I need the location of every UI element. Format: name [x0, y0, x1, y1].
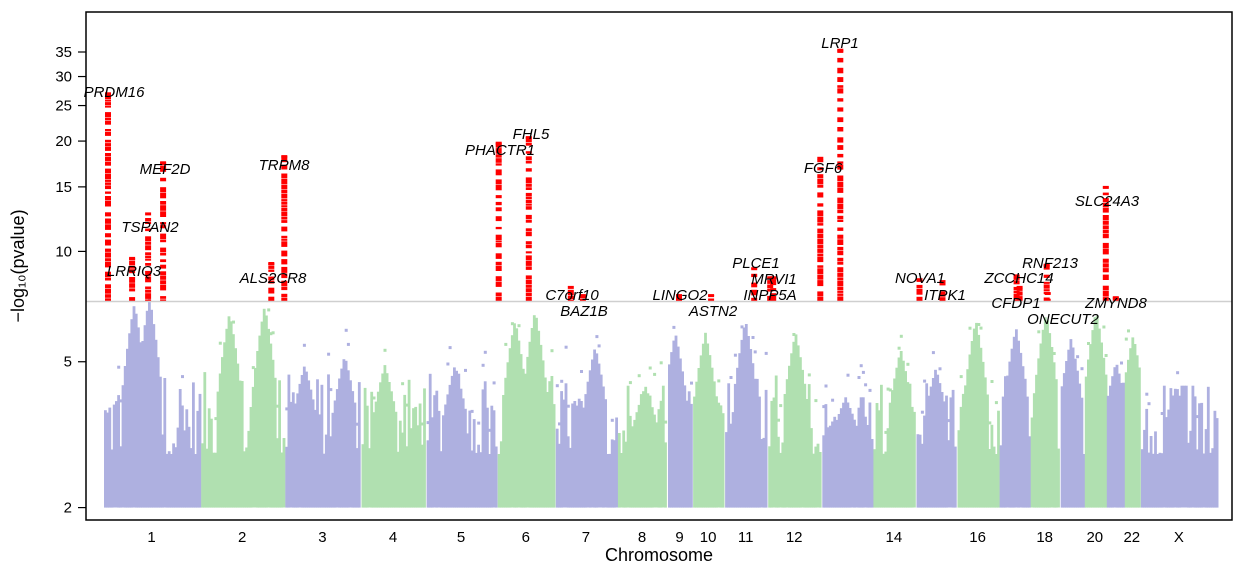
chromosome-8-points: [618, 361, 667, 507]
y-tick-label-20: 20: [55, 133, 72, 150]
x-tick-label-6: 6: [522, 529, 530, 546]
hit-fgf6: [817, 157, 823, 302]
gene-label-astn2: ASTN2: [688, 303, 738, 320]
x-tick-label-16: 16: [969, 529, 986, 546]
x-tick-label-4: 4: [389, 529, 397, 546]
x-axis-title: Chromosome: [605, 545, 713, 565]
chromosome-17-points: [1000, 329, 1031, 507]
chromosome-19-points: [1061, 339, 1086, 508]
gene-label-zcchc14: ZCCHC14: [983, 270, 1053, 287]
chromosome-15-points: [917, 351, 957, 508]
y-axis-title: −log₁₀(pvalue): [8, 209, 28, 322]
hit-phactr1: [496, 142, 502, 302]
y-tick-label-25: 25: [55, 98, 72, 115]
gene-label-fhl5: FHL5: [513, 126, 550, 143]
hit-fhl5: [526, 136, 532, 301]
gene-label-onecut2: ONECUT2: [1027, 311, 1099, 328]
gene-label-als2cr8: ALS2CR8: [239, 270, 307, 287]
points-layer: [104, 298, 1219, 508]
chromosome-20-points: [1085, 316, 1108, 508]
gene-label-cfdp1: CFDP1: [991, 295, 1040, 312]
y-tick-label-5: 5: [64, 354, 72, 371]
hits-layer: [105, 49, 1119, 302]
chromosome-13-points: [822, 364, 873, 507]
gene-label-nova1: NOVA1: [895, 270, 945, 287]
x-tick-label-9: 9: [675, 529, 683, 546]
gene-label-lrp1: LRP1: [821, 35, 859, 52]
chromosome-1-points: [104, 298, 201, 508]
chromosome-9-points: [668, 326, 693, 508]
y-tick-label-10: 10: [55, 243, 72, 260]
gene-label-mrvi1: MRVI1: [751, 271, 797, 288]
chromosome-4-points: [362, 349, 426, 508]
x-tick-label-11: 11: [738, 529, 754, 546]
y-tick-label-35: 35: [55, 44, 72, 61]
chromosome-3-points: [285, 329, 360, 508]
gene-label-fgf6: FGF6: [804, 160, 843, 177]
hit-astn2: [708, 294, 714, 301]
x-tick-label-7: 7: [582, 529, 590, 546]
x-tick-label-12: 12: [786, 529, 803, 546]
gene-label-phactr1: PHACTR1: [465, 142, 535, 159]
chromosome-11-points: [725, 324, 768, 508]
x-tick-label-5: 5: [457, 529, 465, 546]
x-tick-label-18: 18: [1036, 529, 1053, 546]
x-tick-label-10: 10: [700, 529, 717, 546]
x-tick-label-X: X: [1174, 529, 1184, 546]
chromosome-7-points: [556, 335, 618, 508]
y-tick-label-15: 15: [55, 179, 72, 196]
x-tick-label-20: 20: [1086, 529, 1103, 546]
chromosome-5-points: [427, 346, 498, 508]
x-tick-label-14: 14: [886, 529, 903, 546]
x-tick-label-2: 2: [238, 529, 246, 546]
x-tick-label-1: 1: [147, 529, 155, 546]
gene-label-prdm16: PRDM16: [84, 84, 146, 101]
x-tick-label-22: 22: [1123, 529, 1140, 546]
gene-label-plce1: PLCE1: [732, 255, 780, 272]
gene-label-tspan2: TSPAN2: [121, 219, 179, 236]
chromosome-12-points: [768, 333, 821, 508]
chromosome-18-points: [1031, 317, 1060, 507]
gene-label-c7orf10: C7orf10: [545, 287, 599, 304]
gene-label-lingo2: LINGO2: [652, 287, 708, 304]
hit-onecut2: [1045, 292, 1051, 302]
chromosome-2-points: [201, 308, 285, 507]
chromosome-22-points: [1125, 329, 1141, 507]
gene-label-baz1b: BAZ1B: [560, 303, 608, 320]
chromosome-10-points: [693, 333, 724, 508]
gene-label-slc24a3: SLC24A3: [1075, 193, 1140, 210]
gene-label-rnf213: RNF213: [1022, 255, 1079, 272]
gene-label-lrriq3: LRRIQ3: [107, 263, 162, 280]
gene-label-trpm8: TRPM8: [259, 157, 310, 174]
chromosome-21-points: [1107, 362, 1125, 508]
x-tick-label-3: 3: [318, 529, 326, 546]
gene-labels: PRDM16 LRRIQ3 TSPAN2 MEF2D ALS2CR8 TRPM8 PHACT…: [84, 35, 1148, 328]
chromosome-X-points: [1141, 371, 1219, 507]
y-tick-label-30: 30: [55, 69, 72, 86]
gene-label-itpk1: ITPK1: [924, 287, 966, 304]
chromosome-14-points: [873, 335, 915, 508]
gene-label-zmynd8: ZMYND8: [1084, 295, 1147, 312]
gene-label-mef2d: MEF2D: [140, 161, 191, 178]
chromosome-16-points: [958, 323, 1000, 508]
chromosome-6-points: [498, 315, 556, 507]
y-tick-label-2: 2: [64, 500, 72, 517]
x-tick-label-8: 8: [638, 529, 646, 546]
gene-label-inpp5a: INPP5A: [743, 287, 796, 304]
